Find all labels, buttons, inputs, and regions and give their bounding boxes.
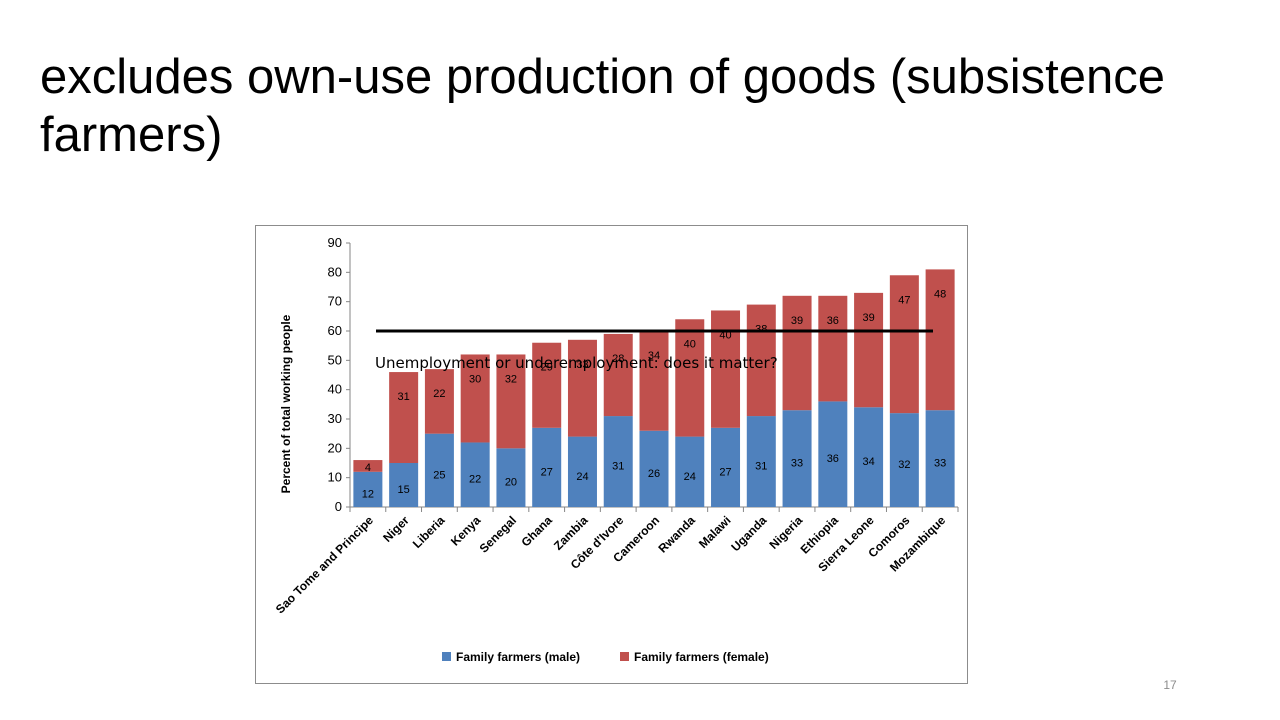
value-label-female: 39 bbox=[862, 312, 874, 324]
stacked-bar-chart: 0 10 20 30 40 50 60 70 80 90 12 4 15 31 25 22 22 30 20 32 2… bbox=[273, 235, 959, 664]
value-label-female: 28 bbox=[612, 353, 624, 365]
bar-male bbox=[353, 471, 383, 507]
y-tick-label: 70 bbox=[328, 294, 342, 309]
category-label: Uganda bbox=[728, 513, 769, 554]
bar-male bbox=[854, 407, 884, 507]
bar-female bbox=[854, 292, 884, 408]
bar-female bbox=[782, 295, 812, 411]
bar-male bbox=[675, 436, 705, 507]
y-tick-label: 30 bbox=[328, 411, 342, 426]
bar-male bbox=[567, 436, 597, 507]
bar-female bbox=[603, 333, 633, 417]
y-tick-label: 20 bbox=[328, 440, 342, 455]
bar-female bbox=[925, 269, 955, 411]
value-label-male: 31 bbox=[755, 461, 767, 473]
value-label-female: 48 bbox=[934, 288, 946, 300]
legend-label-male: Family farmers (male) bbox=[456, 650, 580, 664]
value-label-male: 15 bbox=[398, 484, 410, 496]
bar-male bbox=[532, 427, 562, 507]
value-label-female: 4 bbox=[365, 462, 371, 474]
category-label: Ghana bbox=[519, 513, 556, 550]
value-label-male: 31 bbox=[612, 461, 624, 473]
value-label-female: 31 bbox=[398, 391, 410, 403]
chart-axes: 0 10 20 30 40 50 60 70 80 90 bbox=[328, 235, 959, 514]
value-label-male: 32 bbox=[898, 459, 910, 471]
bar-male bbox=[639, 430, 669, 507]
category-label: Sao Tome and Principe bbox=[273, 513, 376, 616]
value-label-female: 33 bbox=[576, 359, 588, 371]
bar-male bbox=[496, 448, 526, 507]
bar-female bbox=[818, 295, 848, 402]
bar-male bbox=[782, 410, 812, 507]
value-label-male: 33 bbox=[791, 458, 803, 470]
bar-male bbox=[460, 442, 490, 507]
bar-female bbox=[353, 460, 383, 472]
y-tick-label: 40 bbox=[328, 382, 342, 397]
y-tick-label: 90 bbox=[328, 235, 342, 250]
chart-legend: Family farmers (male) Family farmers (fem… bbox=[442, 650, 769, 664]
value-label-male: 36 bbox=[827, 453, 839, 465]
category-label: Rwanda bbox=[655, 513, 698, 556]
value-label-female: 39 bbox=[791, 315, 803, 327]
y-tick-label: 60 bbox=[328, 323, 342, 338]
y-tick-label: 0 bbox=[335, 499, 342, 514]
value-label-female: 47 bbox=[898, 294, 910, 306]
slide-number: 17 bbox=[1163, 678, 1177, 692]
bar-male bbox=[746, 416, 776, 507]
bar-male bbox=[889, 413, 919, 507]
value-label-male: 26 bbox=[648, 468, 660, 480]
chart-value-labels: 12 4 15 31 25 22 22 30 20 32 27 29 24 33 31 28 26 34 24 40 2… bbox=[362, 288, 946, 500]
category-label: Senegal bbox=[477, 513, 519, 555]
bar-female bbox=[639, 331, 669, 431]
bar-female bbox=[567, 339, 597, 437]
value-label-female: 29 bbox=[541, 362, 553, 374]
chart-frame: 0 10 20 30 40 50 60 70 80 90 12 4 15 31 25 22 22 30 20 32 2… bbox=[255, 225, 968, 684]
chart-annotation: Unemployment or underemployment: does it… bbox=[375, 354, 778, 372]
value-label-male: 20 bbox=[505, 477, 517, 489]
legend-swatch-male bbox=[442, 652, 451, 661]
value-label-male: 12 bbox=[362, 488, 374, 500]
y-tick-label: 80 bbox=[328, 264, 342, 279]
y-tick-label: 50 bbox=[328, 352, 342, 367]
value-label-male: 27 bbox=[541, 466, 553, 478]
bar-male bbox=[389, 463, 419, 507]
value-label-male: 25 bbox=[433, 469, 445, 481]
bar-female bbox=[532, 342, 562, 428]
bar-female bbox=[746, 304, 776, 417]
bar-male bbox=[424, 433, 454, 507]
bar-male bbox=[925, 410, 955, 507]
bar-female bbox=[675, 319, 705, 437]
value-label-male: 34 bbox=[862, 456, 874, 468]
slide-title: excludes own-use production of goods (su… bbox=[40, 50, 1165, 162]
category-label: Liberia bbox=[410, 513, 448, 551]
bar-male bbox=[603, 416, 633, 507]
y-tick-label: 10 bbox=[328, 470, 342, 485]
chart-bars bbox=[353, 269, 955, 507]
bar-male bbox=[711, 427, 741, 507]
value-label-female: 36 bbox=[827, 315, 839, 327]
value-label-male: 24 bbox=[576, 471, 588, 483]
value-label-female: 32 bbox=[505, 373, 517, 385]
value-label-male: 33 bbox=[934, 458, 946, 470]
value-label-female: 22 bbox=[433, 388, 445, 400]
bar-female bbox=[496, 354, 526, 449]
value-label-female: 40 bbox=[684, 338, 696, 350]
bar-male bbox=[818, 401, 848, 507]
value-label-female: 34 bbox=[648, 350, 660, 362]
value-label-male: 24 bbox=[684, 471, 696, 483]
bar-female bbox=[389, 372, 419, 463]
legend-swatch-female bbox=[620, 652, 629, 661]
legend-label-female: Family farmers (female) bbox=[634, 650, 769, 664]
category-label: Niger bbox=[380, 513, 412, 545]
bar-female bbox=[460, 354, 490, 443]
value-label-female: 30 bbox=[469, 373, 481, 385]
value-label-male: 27 bbox=[719, 466, 731, 478]
value-label-male: 22 bbox=[469, 474, 481, 486]
bar-female bbox=[424, 369, 454, 434]
bar-female bbox=[889, 275, 919, 414]
y-axis-title: Percent of total working people bbox=[279, 314, 293, 493]
